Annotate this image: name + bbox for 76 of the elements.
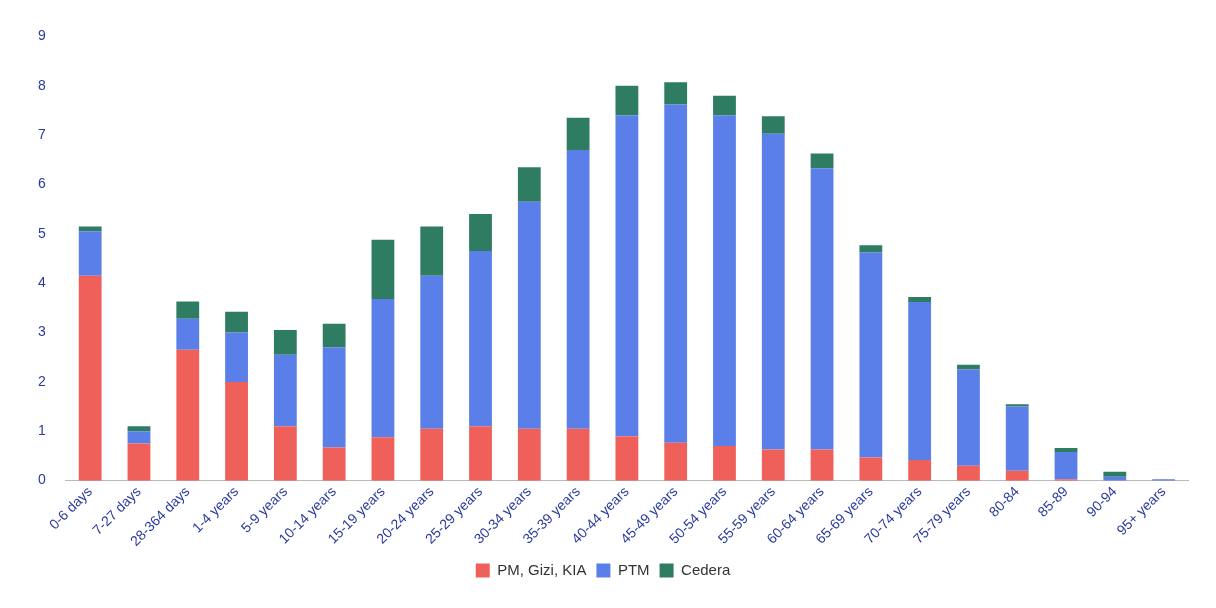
bar [1054, 452, 1078, 480]
bar [761, 116, 785, 134]
bar [908, 459, 932, 481]
y-tick-label: 8 [37, 76, 46, 93]
bar [908, 297, 932, 302]
bar [761, 449, 785, 481]
bar [713, 446, 736, 481]
bar [78, 226, 102, 232]
bar [810, 449, 834, 481]
bar [957, 465, 980, 481]
bar [859, 252, 883, 458]
bar [322, 323, 346, 348]
bar [469, 251, 492, 427]
bar [615, 115, 639, 437]
bar [713, 95, 736, 116]
bar [225, 332, 248, 382]
bar [420, 226, 444, 276]
bar [517, 428, 541, 481]
bar [664, 442, 688, 481]
bar [176, 318, 200, 350]
bar [908, 301, 932, 460]
bar [1005, 406, 1029, 471]
y-tick-label: 2 [37, 372, 46, 389]
bar [615, 436, 639, 481]
bar [469, 426, 492, 481]
y-tick-label: 9 [37, 27, 46, 44]
bar [78, 275, 102, 481]
bar [615, 85, 639, 116]
bar [810, 168, 834, 450]
bar [322, 447, 346, 481]
legend-label: PM, Gizi, KIA [497, 560, 587, 578]
legend-label: PTM [617, 560, 650, 578]
bar [664, 82, 688, 105]
bar [664, 104, 688, 443]
bar [371, 298, 395, 438]
bar [517, 167, 541, 202]
bar [78, 231, 102, 276]
bar [859, 457, 883, 481]
bar [713, 115, 736, 447]
bar [127, 426, 151, 432]
bar [176, 301, 200, 319]
bar [859, 245, 883, 253]
y-tick-label: 7 [37, 125, 46, 142]
bar [761, 133, 785, 450]
bar [176, 349, 200, 481]
bar [957, 369, 980, 466]
bar [127, 443, 151, 481]
bar [371, 239, 395, 299]
bar [810, 153, 834, 169]
y-tick-label: 1 [37, 422, 46, 439]
bar [420, 428, 444, 481]
bar [273, 426, 297, 481]
bar [517, 201, 541, 429]
bar [273, 330, 297, 355]
y-tick-label: 0 [37, 471, 46, 488]
bar [371, 437, 395, 481]
bar [566, 149, 590, 429]
bar [225, 311, 248, 333]
bar [322, 347, 346, 448]
bar [566, 428, 590, 481]
bar [957, 364, 980, 370]
bar [469, 214, 492, 252]
bar [420, 275, 444, 429]
bar [1005, 470, 1029, 481]
bar [566, 117, 590, 150]
bar [273, 354, 297, 427]
bar [1005, 404, 1029, 407]
bar [225, 381, 248, 481]
bar [1103, 471, 1127, 477]
legend-label: Cedera [681, 560, 731, 578]
bar [1054, 448, 1078, 453]
y-tick-label: 4 [37, 274, 46, 291]
y-tick-label: 5 [37, 224, 46, 241]
y-tick-label: 6 [37, 175, 46, 192]
bar [127, 431, 151, 444]
y-tick-label: 3 [37, 323, 46, 340]
